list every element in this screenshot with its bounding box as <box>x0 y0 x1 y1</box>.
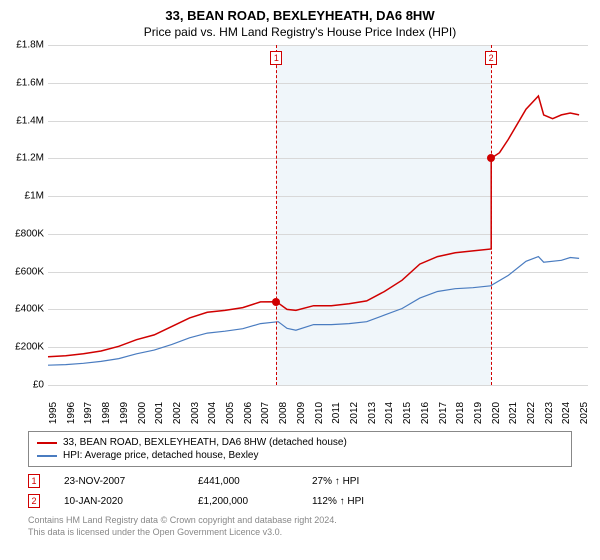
y-axis-label: £1.6M <box>16 77 44 88</box>
series-line <box>48 96 579 357</box>
chart-plot-area: £0£200K£400K£600K£800K£1M£1.2M£1.4M£1.6M… <box>48 45 588 385</box>
sale-date: 10-JAN-2020 <box>64 496 174 507</box>
y-axis-label: £1.4M <box>16 115 44 126</box>
sale-price: £441,000 <box>198 476 288 487</box>
sale-row: 1 23-NOV-2007 £441,000 27% ↑ HPI <box>28 471 572 491</box>
sale-flag: 2 <box>485 51 497 65</box>
sale-vs-hpi: 27% ↑ HPI <box>312 476 359 487</box>
sale-date: 23-NOV-2007 <box>64 476 174 487</box>
y-axis-label: £200K <box>15 342 44 353</box>
x-axis-label: 1999 <box>119 402 130 424</box>
x-axis-label: 2023 <box>544 402 555 424</box>
sale-row: 2 10-JAN-2020 £1,200,000 112% ↑ HPI <box>28 491 572 511</box>
legend-row: 33, BEAN ROAD, BEXLEYHEATH, DA6 8HW (det… <box>37 436 563 449</box>
y-axis-label: £1.2M <box>16 153 44 164</box>
y-axis-label: £400K <box>15 304 44 315</box>
sale-row-flag: 1 <box>28 474 40 488</box>
x-axis-label: 2011 <box>331 402 342 424</box>
x-axis-label: 2016 <box>420 402 431 424</box>
chart-title: 33, BEAN ROAD, BEXLEYHEATH, DA6 8HW <box>0 0 600 23</box>
x-axis-label: 1995 <box>48 402 59 424</box>
legend-label: HPI: Average price, detached house, Bexl… <box>63 450 259 461</box>
legend-swatch <box>37 442 57 444</box>
sale-price: £1,200,000 <box>198 496 288 507</box>
line-series-svg <box>48 45 588 385</box>
x-axis-label: 2020 <box>491 402 502 424</box>
x-axis-label: 2019 <box>473 402 484 424</box>
footer-line-2: This data is licensed under the Open Gov… <box>28 527 572 539</box>
sale-vline <box>491 45 492 385</box>
x-axis-label: 2007 <box>260 402 271 424</box>
x-axis-label: 2018 <box>455 402 466 424</box>
x-axis-label: 2015 <box>402 402 413 424</box>
x-axis-label: 2009 <box>296 402 307 424</box>
series-line <box>48 257 579 366</box>
x-axis-label: 2024 <box>561 402 572 424</box>
x-axis-label: 1997 <box>83 402 94 424</box>
legend-row: HPI: Average price, detached house, Bexl… <box>37 449 563 462</box>
x-axis-label: 2021 <box>508 402 519 424</box>
sale-marker-dot <box>487 154 495 162</box>
y-axis-label: £1.8M <box>16 40 44 51</box>
x-axis-labels: 1995 1996 1997 1998 1999 2000 2001 2002 2003 2004… <box>48 385 588 425</box>
x-axis-label: 2025 <box>579 402 590 424</box>
y-axis-label: £1M <box>25 191 44 202</box>
x-axis-label: 2008 <box>278 402 289 424</box>
y-axis-label: £600K <box>15 266 44 277</box>
x-axis-label: 1998 <box>101 402 112 424</box>
x-axis-label: 2022 <box>526 402 537 424</box>
legend: 33, BEAN ROAD, BEXLEYHEATH, DA6 8HW (det… <box>28 431 572 467</box>
sale-flag: 1 <box>270 51 282 65</box>
x-axis-label: 2004 <box>207 402 218 424</box>
sales-table: 1 23-NOV-2007 £441,000 27% ↑ HPI 2 10-JAN-202… <box>28 471 572 511</box>
sale-marker-dot <box>272 298 280 306</box>
x-axis-label: 2010 <box>314 402 325 424</box>
x-axis-label: 2001 <box>154 402 165 424</box>
x-axis-label: 2000 <box>137 402 148 424</box>
chart-subtitle: Price paid vs. HM Land Registry's House … <box>0 23 600 45</box>
y-axis-label: £800K <box>15 228 44 239</box>
legend-swatch <box>37 455 57 457</box>
x-axis-label: 2003 <box>190 402 201 424</box>
sale-vs-hpi: 112% ↑ HPI <box>312 496 364 507</box>
x-axis-label: 2005 <box>225 402 236 424</box>
x-axis-label: 2013 <box>367 402 378 424</box>
x-axis-label: 2006 <box>243 402 254 424</box>
x-axis-label: 2017 <box>438 402 449 424</box>
x-axis-label: 2002 <box>172 402 183 424</box>
legend-label: 33, BEAN ROAD, BEXLEYHEATH, DA6 8HW (det… <box>63 437 347 448</box>
footer-line-1: Contains HM Land Registry data © Crown c… <box>28 515 572 527</box>
sale-row-flag: 2 <box>28 494 40 508</box>
y-axis-label: £0 <box>33 380 44 391</box>
x-axis-label: 2012 <box>349 402 360 424</box>
x-axis-label: 1996 <box>66 402 77 424</box>
x-axis-label: 2014 <box>384 402 395 424</box>
footer-attribution: Contains HM Land Registry data © Crown c… <box>28 515 572 538</box>
sale-vline <box>276 45 277 385</box>
